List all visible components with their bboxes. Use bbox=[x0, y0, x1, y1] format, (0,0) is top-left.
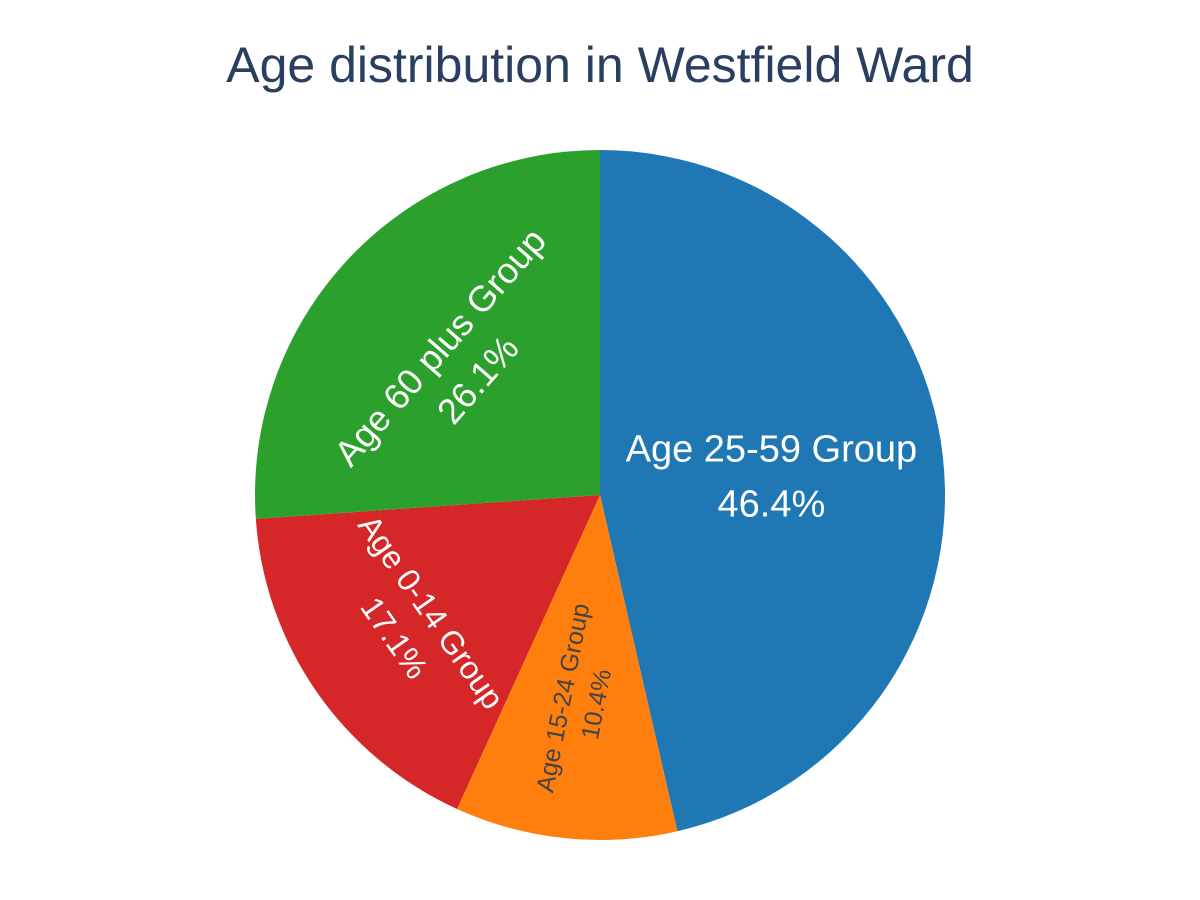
slice-category-label: Age 25-59 Group bbox=[626, 428, 918, 470]
chart-title: Age distribution in Westfield Ward bbox=[226, 37, 974, 93]
pie-slice-age-25-59-group bbox=[600, 149, 946, 832]
pie-slice-age-15-24-group bbox=[457, 495, 678, 841]
pie-slice-age-60-plus-group bbox=[254, 150, 600, 519]
slice-label-age-25-59-group: Age 25-59 Group 46.4% bbox=[626, 428, 918, 525]
pie-slice-age-0-14-group bbox=[255, 495, 601, 809]
slice-percent-label: 46.4% bbox=[718, 483, 826, 525]
pie-slices bbox=[254, 149, 946, 841]
